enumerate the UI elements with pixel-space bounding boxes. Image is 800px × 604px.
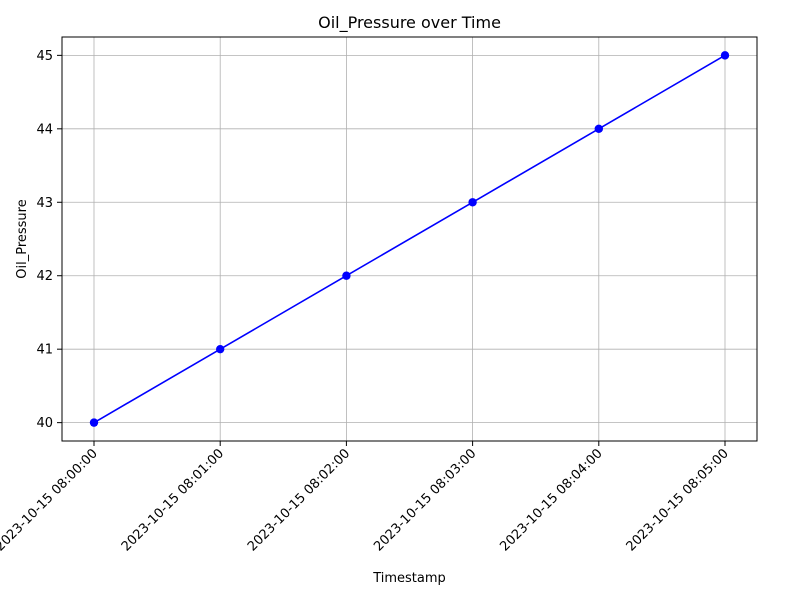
data-point-marker [594,124,603,134]
plot-area-frame [61,36,758,442]
series-layer [89,51,730,427]
y-tick-label: 45 [36,49,53,64]
y-tick-label: 40 [36,416,53,431]
data-point-marker [468,198,477,207]
grid-lines [62,37,757,441]
data-point-marker [216,344,225,354]
y-tick-label: 44 [36,122,53,137]
y-axis-label: Oil_Pressure [15,199,30,278]
x-axis-label: Timestamp [372,571,446,586]
data-point-marker [720,51,730,60]
y-axis: 40 41 42 43 44 45 [36,49,62,431]
data-point-marker [89,418,99,427]
data-point-marker [342,271,351,280]
y-tick-label: 41 [36,343,53,358]
chart-title: Oil_Pressure over Time [318,13,501,33]
series-line [93,54,726,424]
y-tick-label: 43 [36,196,53,211]
y-tick-label: 42 [36,269,53,284]
